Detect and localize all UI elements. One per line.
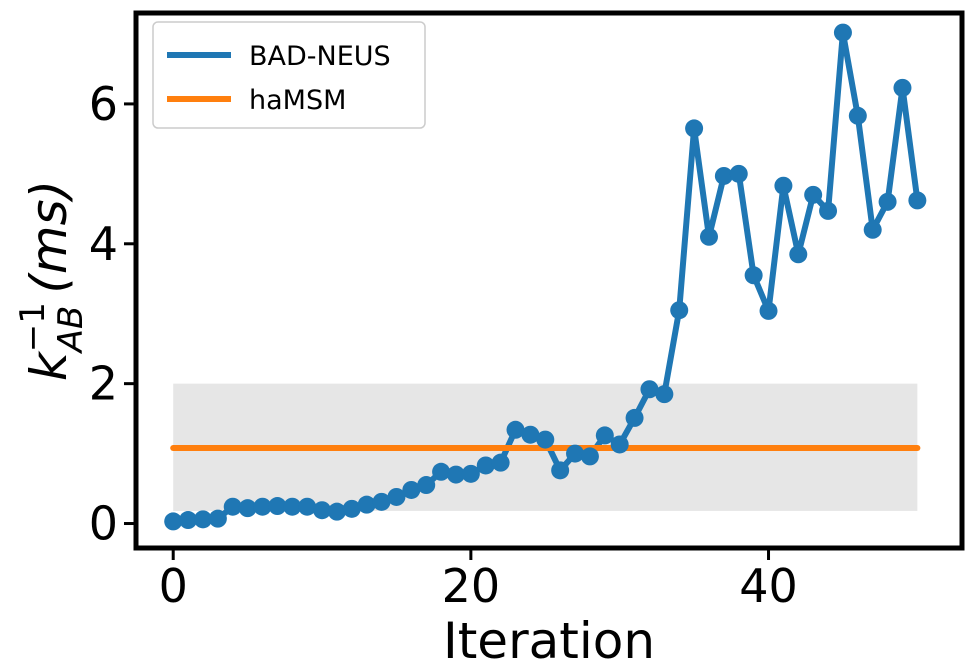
bad-neus-point xyxy=(595,426,614,445)
bad-neus-point xyxy=(625,408,644,427)
legend-label-hamsm: haMSM xyxy=(249,85,346,116)
bad-neus-point xyxy=(848,106,867,125)
bad-neus-point xyxy=(804,185,823,204)
bad-neus-point xyxy=(714,166,733,185)
x-tick-label: 40 xyxy=(739,559,798,613)
bad-neus-point xyxy=(759,301,778,320)
bad-neus-point xyxy=(521,425,540,444)
bad-neus-point xyxy=(566,444,585,463)
bad-neus-point xyxy=(551,461,570,480)
bad-neus-point xyxy=(580,447,599,466)
y-axis-title: k−1AB (ms) xyxy=(13,180,91,381)
bad-neus-point xyxy=(670,301,689,320)
bad-neus-point xyxy=(313,501,332,520)
x-tick-label: 0 xyxy=(159,559,188,613)
x-axis-ticks: 0 20 40 xyxy=(159,548,798,613)
x-axis-title: Iteration xyxy=(443,612,655,667)
bad-neus-point xyxy=(893,78,912,97)
bad-neus-point xyxy=(744,266,763,285)
y-tick-label: 6 xyxy=(89,77,118,131)
bad-neus-point xyxy=(878,192,897,211)
bad-neus-point xyxy=(268,497,287,516)
y-tick-label: 4 xyxy=(89,217,118,271)
y-axis-unit: (ms) xyxy=(20,180,78,294)
legend-label-bad-neus: BAD-NEUS xyxy=(249,41,391,72)
bad-neus-point xyxy=(193,510,212,529)
bad-neus-point xyxy=(506,420,525,439)
legend: BAD-NEUS haMSM xyxy=(152,21,426,129)
bad-neus-point xyxy=(238,499,257,518)
bad-neus-point xyxy=(387,487,406,506)
bad-neus-point xyxy=(640,380,659,399)
y-tick-label: 0 xyxy=(89,497,118,551)
bad-neus-point xyxy=(432,462,451,481)
bad-neus-point xyxy=(908,191,927,210)
bad-neus-point xyxy=(491,453,510,472)
bad-neus-point xyxy=(655,385,674,404)
bad-neus-point xyxy=(417,476,436,495)
bad-neus-point xyxy=(223,497,242,516)
bad-neus-point xyxy=(699,227,718,246)
plot-frame xyxy=(133,10,965,551)
x-tick-label: 20 xyxy=(442,559,501,613)
y-axis-ticks: 0 2 4 6 xyxy=(89,77,136,551)
bad-neus-point xyxy=(253,497,272,516)
bad-neus-point xyxy=(164,512,183,531)
bad-neus-point xyxy=(610,435,629,454)
bad-neus-point xyxy=(789,245,808,264)
bad-neus-point xyxy=(833,23,852,42)
bad-neus-point xyxy=(685,119,704,138)
bad-neus-point xyxy=(536,430,555,449)
bad-neus-point xyxy=(357,495,376,514)
bad-neus-point xyxy=(461,464,480,483)
bad-neus-point xyxy=(283,497,302,516)
bad-neus-point xyxy=(298,497,317,516)
y-axis-subscript: AB xyxy=(51,306,91,355)
bad-neus-point xyxy=(774,176,793,195)
bad-neus-point xyxy=(327,502,346,521)
bad-neus-point xyxy=(476,456,495,475)
bad-neus-point xyxy=(208,509,227,528)
bad-neus-point xyxy=(729,164,748,183)
bad-neus-point xyxy=(179,511,198,530)
y-axis-symbol: k xyxy=(20,350,78,381)
data-point-layer xyxy=(164,23,927,531)
y-axis-superscript: −1 xyxy=(13,302,53,352)
bad-neus-point xyxy=(402,480,421,499)
bad-neus-point xyxy=(342,499,361,518)
bad-neus-point xyxy=(446,465,465,484)
y-tick-label: 2 xyxy=(89,357,118,411)
bad-neus-point xyxy=(372,492,391,511)
bad-neus-point xyxy=(863,220,882,239)
bad-neus-point xyxy=(819,201,838,220)
